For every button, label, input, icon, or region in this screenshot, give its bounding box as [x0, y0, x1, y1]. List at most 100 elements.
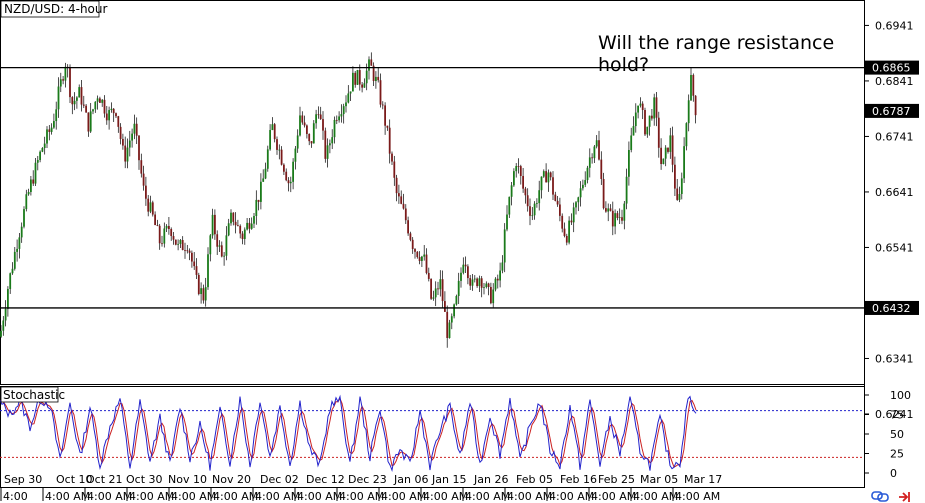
candle — [243, 227, 246, 245]
annotation-line-2: hold? — [598, 54, 649, 76]
price-marker-label: 0.6432 — [872, 302, 911, 315]
candle — [478, 275, 481, 292]
candle — [611, 201, 614, 236]
candle — [674, 156, 676, 196]
candle — [264, 162, 267, 180]
x-date-label: Nov 20 — [212, 473, 251, 486]
price-tick-label: 0.6741 — [875, 130, 914, 143]
x-date-label: Jan 15 — [431, 473, 466, 486]
candle — [605, 201, 607, 213]
candle — [354, 71, 357, 88]
candle — [381, 101, 384, 110]
candle — [584, 171, 587, 188]
x-time-label: 4:00 AM — [381, 490, 426, 503]
link-icon[interactable] — [871, 491, 889, 502]
candle — [411, 237, 414, 254]
x-time-label: 4:00 AM — [213, 490, 258, 503]
candle — [559, 197, 561, 222]
candle — [386, 125, 389, 131]
candle — [241, 231, 244, 245]
candle — [614, 209, 616, 235]
candle — [377, 67, 380, 83]
candle — [510, 181, 513, 206]
candle — [308, 133, 311, 146]
candle — [634, 103, 637, 133]
candle — [202, 284, 205, 304]
candle — [41, 147, 44, 153]
candle — [324, 127, 327, 163]
x-time-label: 4:00 AM — [465, 490, 510, 503]
candle — [588, 148, 591, 178]
candle — [165, 224, 168, 232]
candle — [471, 273, 474, 291]
candle — [161, 235, 163, 247]
candle — [637, 105, 639, 119]
candle — [7, 286, 9, 317]
candle — [108, 106, 110, 130]
candle — [225, 226, 228, 261]
chart-title: NZD/USD: 4-hour — [4, 2, 107, 16]
candle — [503, 223, 506, 273]
candle — [651, 109, 653, 121]
x-date-label: Oct 21 — [86, 473, 123, 486]
candle — [223, 251, 225, 266]
candle — [145, 176, 147, 206]
candle — [561, 213, 564, 233]
candle — [30, 175, 32, 196]
x-date-label: Oct 30 — [126, 473, 163, 486]
candle — [342, 103, 345, 124]
candle — [687, 94, 690, 132]
candle — [423, 245, 426, 261]
candle — [283, 163, 285, 176]
candle — [32, 170, 35, 186]
candle — [450, 313, 453, 330]
candle — [110, 102, 113, 113]
candle — [457, 272, 460, 305]
candle — [375, 71, 377, 89]
stochastic-k-line — [0, 394, 697, 473]
candle — [591, 153, 593, 164]
candle — [207, 247, 209, 290]
candle — [177, 239, 179, 251]
candle — [554, 191, 557, 202]
candle — [618, 208, 621, 225]
candle — [11, 262, 14, 275]
candle — [260, 173, 262, 210]
candle — [317, 106, 320, 119]
candle — [595, 135, 598, 149]
candle — [487, 282, 490, 296]
candle — [34, 158, 37, 186]
candle — [519, 164, 522, 185]
candle — [646, 126, 649, 138]
candle — [522, 168, 524, 193]
candle — [331, 129, 334, 150]
candle — [0, 325, 2, 338]
candle — [179, 238, 182, 248]
candle — [694, 95, 697, 124]
candle — [492, 283, 495, 308]
stochastic-tick-label: 50 — [890, 428, 904, 441]
candle — [322, 111, 324, 140]
x-date-label: Nov 10 — [168, 473, 207, 486]
candle — [600, 151, 603, 185]
candle — [59, 72, 62, 93]
candle — [262, 169, 265, 182]
candle — [188, 248, 191, 261]
candle — [89, 102, 92, 133]
candle — [547, 169, 550, 192]
candle — [356, 69, 359, 86]
candle — [531, 207, 534, 221]
candle — [209, 234, 212, 262]
candle — [285, 168, 288, 182]
x-date-label: Feb 05 — [516, 473, 553, 486]
x-date-label: Feb 16 — [560, 473, 597, 486]
candle — [80, 80, 83, 112]
stochastic-plot-frame — [0, 386, 865, 488]
x-time-label: 4:00 AM — [129, 490, 174, 503]
arrow-icon[interactable] — [899, 492, 910, 502]
candle — [526, 188, 529, 212]
x-time-label: 4:00 AM — [171, 490, 216, 503]
candle — [55, 101, 58, 130]
candle — [494, 277, 497, 292]
candle — [621, 209, 623, 225]
